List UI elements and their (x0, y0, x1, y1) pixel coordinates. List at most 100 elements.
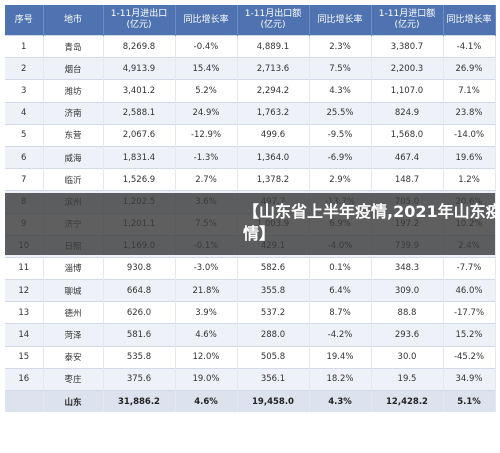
table-cell: 148.7 (371, 168, 444, 191)
table-cell: 8,269.8 (103, 34, 176, 58)
table-row: 14 菏泽 581.6 4.6% 288.0 -4.2% 293.6 15.2% (5, 323, 496, 347)
table-cell: 1 (5, 34, 44, 58)
total-cell: 19,458.0 (237, 390, 310, 413)
total-cell (5, 390, 44, 413)
table-cell: 1,568.0 (371, 123, 444, 147)
column-header: 1-11月进出口 (亿元) (103, 5, 176, 36)
table-cell: 581.6 (103, 323, 176, 347)
table-cell: 626.0 (103, 301, 176, 324)
table-cell: 15.2% (443, 323, 496, 347)
table-cell: 11 (5, 256, 44, 280)
overlay-title: 【山东省上半年疫情,2021年山东疫情】 (243, 202, 500, 243)
table-cell: -7.7% (443, 256, 496, 280)
table-cell: 30.0 (371, 345, 444, 369)
table-cell: 16 (5, 367, 44, 391)
table-cell: 15.4% (175, 57, 238, 80)
table-cell: 2.7% (175, 168, 238, 191)
column-header: 地市 (43, 5, 104, 36)
table-cell: 济南 (43, 101, 104, 125)
table-cell: 19.5 (371, 367, 444, 391)
table-cell: 德州 (43, 301, 104, 324)
table-cell: 2,588.1 (103, 101, 176, 125)
table-cell: 3.9% (175, 301, 238, 324)
table-cell: 582.6 (237, 256, 310, 280)
table-cell: 930.8 (103, 256, 176, 280)
column-header: 同比增长率 (309, 5, 372, 36)
table-cell: 1,364.0 (237, 145, 310, 169)
table-cell: 21.8% (175, 279, 238, 302)
table-cell: 467.4 (371, 145, 444, 169)
table-cell: 威海 (43, 145, 104, 169)
table-cell: 7.5% (309, 57, 372, 80)
table-cell: 潍坊 (43, 79, 104, 103)
table-cell: 淄博 (43, 256, 104, 280)
table-cell: 18.2% (309, 367, 372, 391)
table-cell: 4.3% (309, 79, 372, 103)
table-cell: 23.8% (443, 101, 496, 125)
total-cell: 5.1% (443, 390, 496, 413)
table-cell: 3 (5, 79, 44, 103)
table-cell: 12.0% (175, 345, 238, 369)
table-cell: 枣庄 (43, 367, 104, 391)
table-cell: 19.4% (309, 345, 372, 369)
title-overlay: 【山东省上半年疫情,2021年山东疫情】 (5, 193, 500, 255)
table-cell: 5 (5, 123, 44, 147)
table-cell: 499.6 (237, 123, 310, 147)
table-cell: -14.0% (443, 123, 496, 147)
table-cell: 7.1% (443, 79, 496, 103)
table-cell: 824.9 (371, 101, 444, 125)
total-cell: 4.3% (309, 390, 372, 413)
table-cell: 26.9% (443, 57, 496, 80)
table-cell: 2.3% (309, 34, 372, 58)
table-cell: 2,067.6 (103, 123, 176, 147)
table-cell: 东营 (43, 123, 104, 147)
table-cell: 0.1% (309, 256, 372, 280)
table-cell: 4,913.9 (103, 57, 176, 80)
table-row: 6 威海 1,831.4 -1.3% 1,364.0 -6.9% 467.4 19.6% (5, 145, 496, 169)
table-cell: 88.8 (371, 301, 444, 324)
total-cell: 4.6% (175, 390, 238, 413)
table-cell: -1.3% (175, 145, 238, 169)
table-cell: 8.7% (309, 301, 372, 324)
table-cell: 348.3 (371, 256, 444, 280)
table-cell: 25.5% (309, 101, 372, 125)
table-cell: 4.6% (175, 323, 238, 347)
table-cell: 2 (5, 57, 44, 80)
table-cell: 泰安 (43, 345, 104, 369)
total-cell: 12,428.2 (371, 390, 444, 413)
table-cell: 聊城 (43, 279, 104, 302)
table-cell: 菏泽 (43, 323, 104, 347)
table-cell: -17.7% (443, 301, 496, 324)
table-cell: 19.0% (175, 367, 238, 391)
table-cell: 烟台 (43, 57, 104, 80)
table-cell: -12.9% (175, 123, 238, 147)
table-cell: 535.8 (103, 345, 176, 369)
table-cell: 537.2 (237, 301, 310, 324)
table-row: 13 德州 626.0 3.9% 537.2 8.7% 88.8 -17.7% (5, 301, 496, 324)
table-row: 12 聊城 664.8 21.8% 355.8 6.4% 309.0 46.0% (5, 279, 496, 302)
table-cell: 355.8 (237, 279, 310, 302)
table-cell: 24.9% (175, 101, 238, 125)
table-cell: 4 (5, 101, 44, 125)
table-row: 16 枣庄 375.6 19.0% 356.1 18.2% 19.5 34.9% (5, 367, 496, 391)
table-row: 15 泰安 535.8 12.0% 505.8 19.4% 30.0 -45.2% (5, 345, 496, 369)
table-cell: 34.9% (443, 367, 496, 391)
table-cell: 356.1 (237, 367, 310, 391)
table-cell: 505.8 (237, 345, 310, 369)
table-cell: 3,401.2 (103, 79, 176, 103)
table-cell: 1,831.4 (103, 145, 176, 169)
total-cell: 31,886.2 (103, 390, 176, 413)
table-cell: 5.2% (175, 79, 238, 103)
table-cell: 13 (5, 301, 44, 324)
table-cell: 2,713.6 (237, 57, 310, 80)
table-row: 3 潍坊 3,401.2 5.2% 2,294.2 4.3% 1,107.0 7.1% (5, 79, 496, 103)
column-header: 1-11月出口额 (亿元) (237, 5, 310, 36)
table-cell: 2.9% (309, 168, 372, 191)
table-row: 5 东营 2,067.6 -12.9% 499.6 -9.5% 1,568.0 -14.0% (5, 123, 496, 147)
table-cell: 7 (5, 168, 44, 191)
table-cell: 2,200.3 (371, 57, 444, 80)
table-cell: 4,889.1 (237, 34, 310, 58)
table-cell: -9.5% (309, 123, 372, 147)
table-cell: 375.6 (103, 367, 176, 391)
table-cell: 293.6 (371, 323, 444, 347)
